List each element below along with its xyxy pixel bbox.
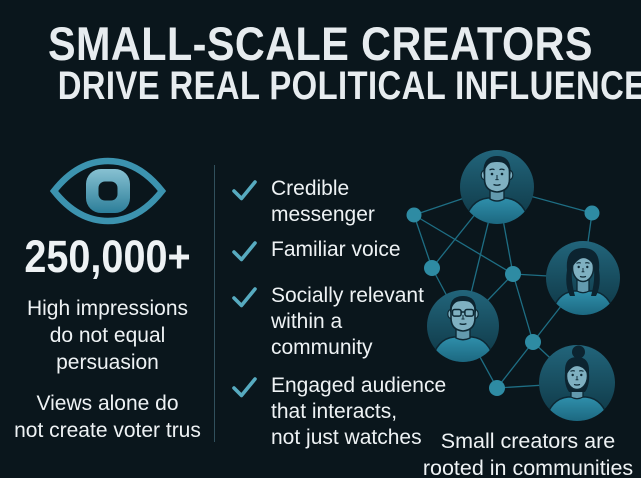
check-icon (232, 287, 257, 308)
checklist-item-label: Socially relevant within a community (271, 284, 424, 359)
avatar-woman-long-hair (546, 241, 620, 315)
check-icon (232, 241, 257, 262)
vertical-divider (214, 165, 215, 442)
checklist-item: Engaged audience that interacts, not jus… (231, 373, 446, 451)
impressions-caption-2: Views alone do not create voter trus (14, 392, 201, 442)
check-icon (232, 180, 257, 201)
network-nodes (406, 205, 600, 396)
impressions-stat: 250,000+ (24, 231, 191, 282)
avatar-man-glasses (427, 290, 499, 362)
avatar-woman-bun (539, 345, 615, 421)
check-icon (232, 377, 257, 398)
checklist-item: Familiar voice (231, 237, 401, 264)
eye-icon (48, 155, 168, 227)
impressions-panel: 250,000+ High impressions do not equal p… (0, 0, 215, 478)
checklist-item: Socially relevant within a community (231, 283, 424, 361)
checklist-item-label: Credible messenger (271, 177, 375, 226)
page-title-line1: SMALL-SCALE CREATORS (48, 17, 593, 70)
checklist-item-label: Engaged audience that interacts, not jus… (271, 374, 447, 449)
page-title-line2: DRIVE REAL POLITICAL INFLUENCE (57, 64, 641, 108)
impressions-caption-1: High impressions do not equal persuasion (26, 297, 189, 374)
checklist-item-label: Familiar voice (271, 238, 401, 261)
checklist-item: Credible messenger (231, 176, 375, 228)
network-caption: Small creators are rooted in communities (422, 429, 634, 478)
